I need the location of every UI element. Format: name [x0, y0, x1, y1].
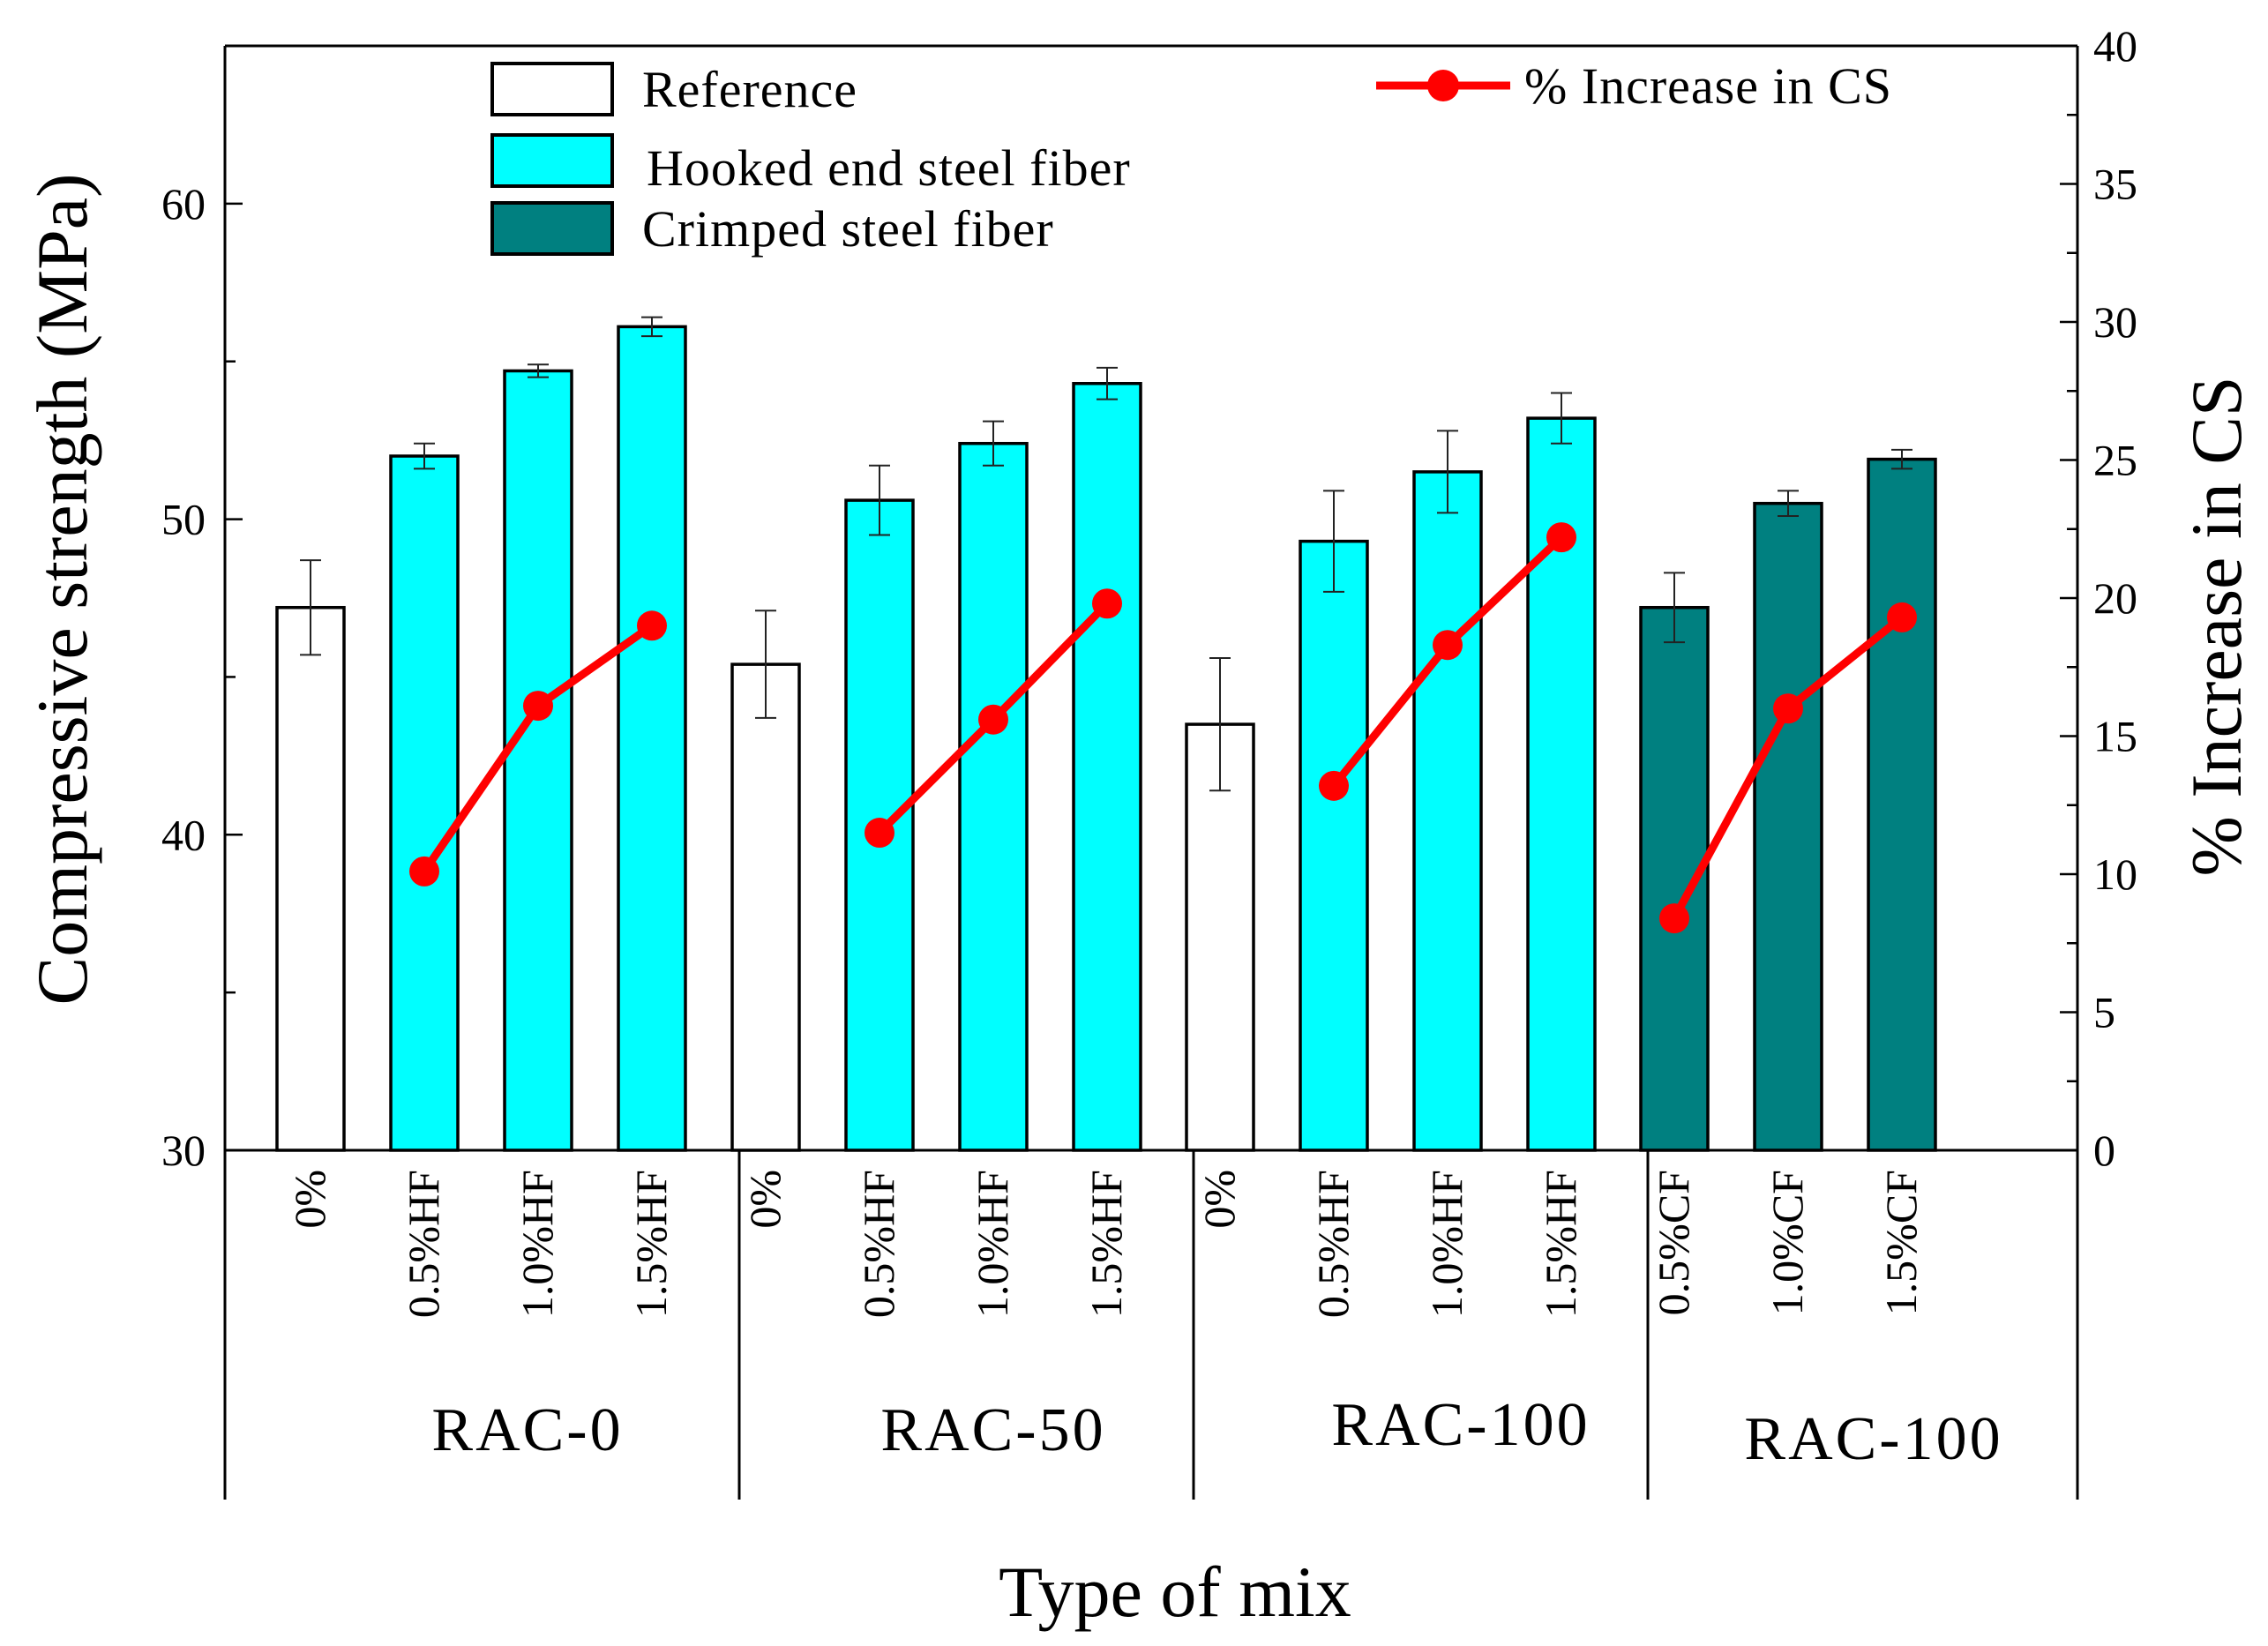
y-tick-label: 50: [161, 495, 206, 544]
category-label: 0%: [1194, 1170, 1244, 1229]
category-label: 1.5%HF: [1082, 1170, 1131, 1318]
percent-increase-point: [409, 856, 439, 887]
y2-tick-label: 15: [2093, 712, 2137, 761]
category-label: 1.5%CF: [1876, 1170, 1926, 1315]
bar: [389, 454, 460, 1152]
percent-increase-point: [978, 704, 1008, 735]
x-axis-title: Type of mix: [999, 1552, 1351, 1632]
legend-label-reference: Reference: [642, 61, 857, 118]
percent-increase-point: [1773, 693, 1803, 724]
bar: [275, 605, 346, 1152]
category-label: 1.0%HF: [968, 1170, 1017, 1318]
legend-swatch-hooked: [490, 133, 614, 188]
legend-swatch-reference: [490, 62, 614, 116]
group-label: RAC-100: [1744, 1405, 2002, 1473]
percent-line-layer: [409, 522, 1917, 934]
y2-tick-label: 10: [2093, 849, 2137, 899]
y2-tick-label: 5: [2093, 988, 2115, 1037]
y2-tick-label: 25: [2093, 436, 2137, 485]
bar: [1867, 457, 1937, 1152]
legend-label-hooked: Hooked end steel fiber: [647, 139, 1131, 197]
y-tick-label: 60: [161, 179, 206, 228]
group-label: RAC-0: [431, 1396, 623, 1464]
y-axis-title: Compressive strength (MPa): [22, 174, 102, 1006]
legend-label-crimped: Crimped steel fiber: [642, 200, 1054, 258]
category-label: 1.0%HF: [1422, 1170, 1471, 1318]
labels-layer: 30 40 50 60 0 5 10 15 20 25 30 35 40 RAC-0 0% 0.5%HF 1.0…: [161, 21, 2137, 1473]
category-label: 1.0%CF: [1763, 1170, 1812, 1315]
bar: [730, 662, 801, 1152]
category-label: 0.5%HF: [1308, 1170, 1358, 1318]
y2-tick-label: 30: [2093, 297, 2137, 347]
y2-tick-label: 20: [2093, 573, 2137, 623]
category-label: 1.5%HF: [1536, 1170, 1585, 1318]
category-label: 0%: [740, 1170, 790, 1229]
bar: [1072, 382, 1142, 1152]
y2-tick-label: 40: [2093, 21, 2137, 71]
legend: Reference Hooked end steel fiber Crimped…: [490, 57, 1892, 258]
percent-increase-point: [1092, 588, 1122, 619]
bar: [1412, 470, 1483, 1152]
category-label: 1.0%HF: [513, 1170, 562, 1318]
percent-increase-point: [1546, 522, 1576, 553]
legend-label-percent: % Increase in CS: [1524, 57, 1892, 115]
category-label: 0.5%HF: [854, 1170, 903, 1318]
y-tick-label: 40: [161, 810, 206, 859]
percent-increase-point: [1433, 630, 1463, 661]
percent-increase-point: [1887, 602, 1917, 632]
category-label: 0.5%CF: [1649, 1170, 1698, 1315]
bar: [958, 441, 1029, 1152]
legend-swatch-crimped: [490, 201, 614, 256]
group-label: RAC-100: [1331, 1391, 1590, 1459]
bar: [1753, 501, 1823, 1152]
bar: [1299, 539, 1369, 1152]
percent-increase-point: [865, 818, 894, 849]
y2-tick-label: 35: [2093, 160, 2137, 209]
percent-increase-point: [523, 691, 553, 722]
bar: [503, 369, 573, 1152]
y2-axis-title: % Increase in CS: [2176, 377, 2257, 877]
bar: [617, 325, 687, 1152]
y2-tick-label: 0: [2093, 1126, 2115, 1175]
bars-layer: [275, 316, 1937, 1152]
bar: [1185, 722, 1255, 1152]
legend-marker-percent: [1427, 70, 1459, 101]
percent-increase-point: [637, 610, 667, 641]
group-label: RAC-50: [880, 1396, 1105, 1464]
category-label: 0.5%HF: [399, 1170, 448, 1318]
category-label: 1.5%HF: [626, 1170, 676, 1318]
category-label: 0%: [285, 1170, 334, 1229]
y-tick-label: 30: [161, 1126, 206, 1175]
percent-increase-point: [1319, 770, 1349, 801]
percent-increase-point: [1659, 903, 1689, 934]
